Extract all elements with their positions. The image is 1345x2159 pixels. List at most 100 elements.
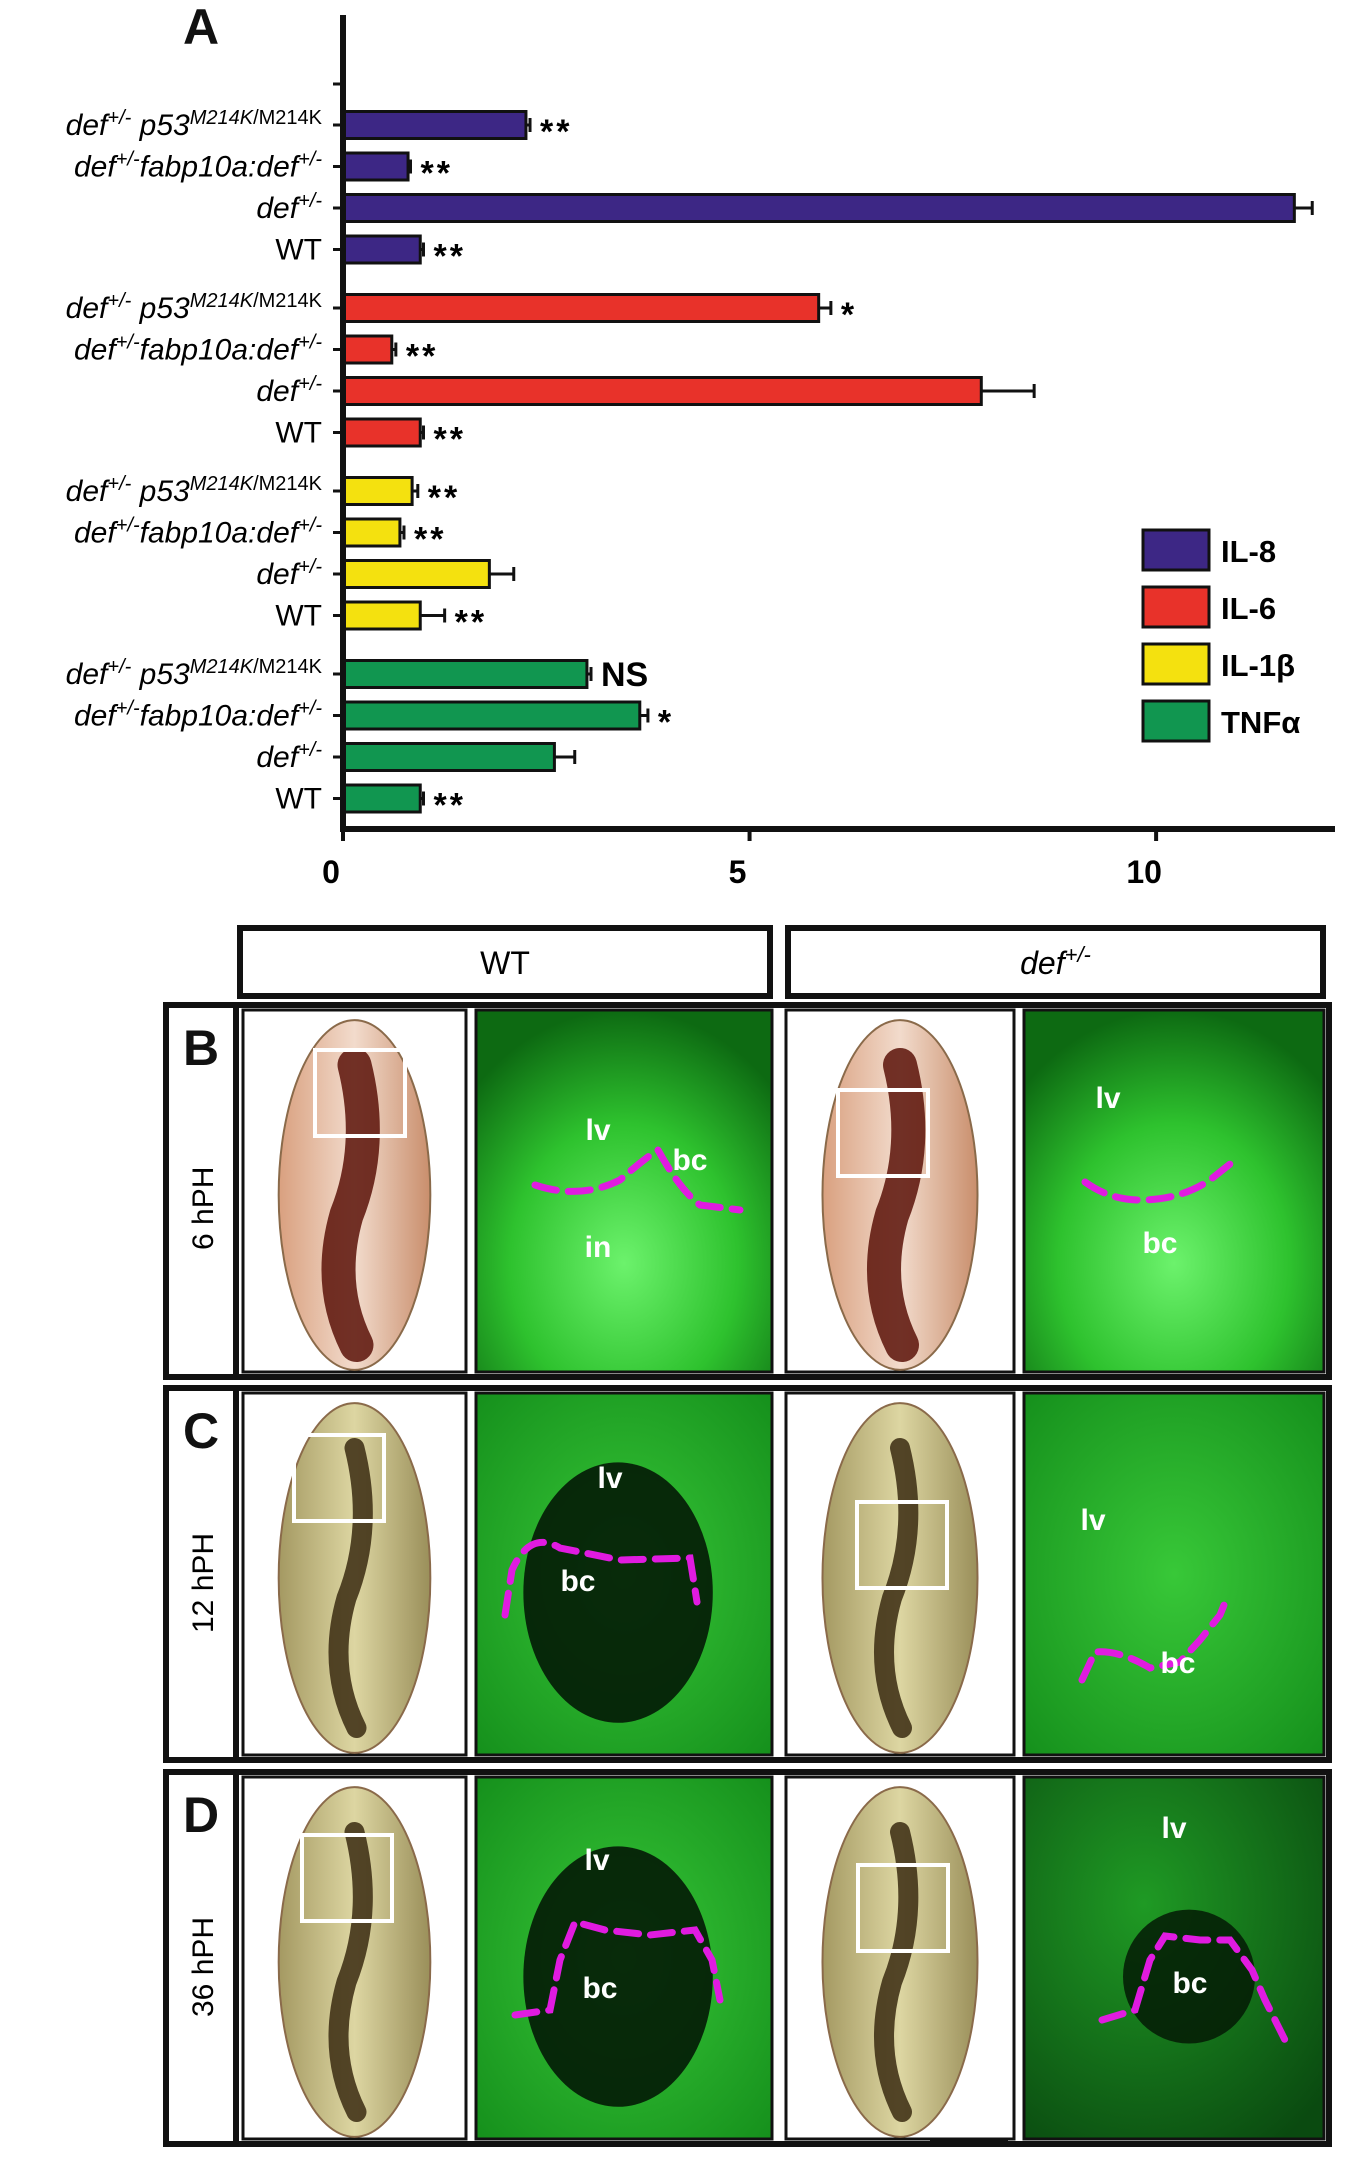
legend-item-il-6: IL-6 xyxy=(1141,585,1276,629)
gut-pigment xyxy=(874,1438,919,1738)
gut-pigment xyxy=(328,1438,373,1738)
panel-letter-c: C xyxy=(183,1403,219,1459)
gut-pigment xyxy=(867,1048,926,1362)
panel-row-c: C 12 hPH lv bc lv bc xyxy=(163,1385,1332,1763)
region-label-intestine: in xyxy=(585,1231,612,1264)
photo-gfp-wt: lv bc in xyxy=(474,1008,774,1374)
bar-tnf-def xyxy=(341,742,577,772)
significance-label: ** xyxy=(433,787,465,825)
photo-larva-wt xyxy=(241,1008,468,1374)
header-box xyxy=(785,925,1326,999)
significance-label: * xyxy=(658,704,674,742)
bar-il-8-def xyxy=(341,193,1314,223)
panel-letter-d: D xyxy=(183,1787,219,1843)
region-label-bile_canal: bc xyxy=(1160,1647,1195,1680)
legend: IL-8 IL-6 IL-1β TNFα xyxy=(1141,528,1300,743)
bars-layer: *****************NS*** xyxy=(341,110,1314,825)
significance-label: ** xyxy=(433,238,465,276)
photo-larva-def xyxy=(784,1391,1016,1757)
bar xyxy=(341,334,394,365)
legend-swatch xyxy=(1141,528,1211,572)
time-label: 6 hPH xyxy=(187,1167,220,1250)
header-box xyxy=(237,925,773,999)
panel-frame xyxy=(163,1769,1332,2147)
boundary-dashed-line xyxy=(531,1145,744,1214)
bar-tnf-def-fabp10a-def: * xyxy=(341,700,674,742)
gfp-image xyxy=(1022,1008,1326,1374)
significance-label: ** xyxy=(406,338,438,376)
legend-swatch xyxy=(1141,699,1211,743)
bar xyxy=(341,600,422,631)
boundary-dashed-line xyxy=(1081,1156,1239,1204)
boundary-dashed-line xyxy=(501,1538,701,1619)
category-label: WT xyxy=(275,234,322,267)
category-label: def+/- xyxy=(256,190,322,225)
panel-row-b: B 6 hPH lv bc in lv bc xyxy=(163,1002,1332,1380)
image-rows: B 6 hPH lv bc in lv bc C 12 hPH lv bc lv bc D 36 hPH lv… xyxy=(163,1002,1332,2147)
bar xyxy=(341,783,422,814)
photo-larva-wt xyxy=(241,1775,468,2141)
bar-il-8-def-p53m214k-m214k: ** xyxy=(341,110,572,151)
significance-label: ** xyxy=(420,155,452,193)
inset-box xyxy=(300,1833,394,1923)
panel-frame xyxy=(163,1385,1332,1763)
bar-il-8-wt: ** xyxy=(341,234,465,276)
bar xyxy=(341,234,422,265)
x-tick-label: 5 xyxy=(729,854,747,890)
category-label: def+/- p53M214K/M214K xyxy=(66,290,323,325)
bar xyxy=(341,659,589,689)
bar xyxy=(341,151,410,182)
significance-label: NS xyxy=(601,656,648,694)
bar xyxy=(341,517,402,548)
boundary-dashed-line xyxy=(1078,1596,1230,1684)
scale-bar xyxy=(930,2139,1008,2145)
category-label: def+/- p53M214K/M214K xyxy=(66,656,323,691)
photo-gfp-wt: lv bc xyxy=(474,1391,774,1757)
region-label-liver: lv xyxy=(584,1844,609,1877)
bar xyxy=(341,700,642,731)
region-label-liver: lv xyxy=(585,1114,610,1147)
category-label: WT xyxy=(275,600,322,633)
legend-swatch xyxy=(1141,585,1211,629)
region-label-bile_canal: bc xyxy=(582,1972,617,2005)
significance-label: ** xyxy=(414,521,446,559)
bar-il-6-def-p53m214k-m214k: * xyxy=(341,293,854,334)
region-label-bile_canal: bc xyxy=(1142,1227,1177,1260)
panel-letter-b: B xyxy=(183,1020,219,1076)
legend-label: TNFα xyxy=(1221,705,1300,740)
inset-box xyxy=(856,1863,950,1953)
gut-pigment xyxy=(328,1822,373,2122)
column-header-def: def+/- xyxy=(785,925,1326,999)
region-label-bile_canal: bc xyxy=(672,1144,707,1177)
category-labels: def+/- p53M214K/M214K def+/-fabp10a:def+/… xyxy=(66,107,323,816)
category-label: def+/-fabp10a:def+/- xyxy=(74,698,322,733)
category-label: def+/- xyxy=(256,373,322,408)
photo-gfp-def: lv bc xyxy=(1022,1391,1326,1757)
panel-letter-a: A xyxy=(183,0,219,55)
region-label-bile_canal: bc xyxy=(560,1565,595,1598)
significance-label: ** xyxy=(428,479,460,517)
bar xyxy=(341,193,1296,223)
category-label: def+/-fabp10a:def+/- xyxy=(74,149,322,184)
category-label: def+/- xyxy=(256,556,322,591)
time-label: 12 hPH xyxy=(187,1533,220,1633)
bar-il-6-def xyxy=(341,376,1036,406)
bile-canal-dark xyxy=(523,1462,713,1723)
region-label-liver: lv xyxy=(1080,1504,1105,1537)
significance-label: ** xyxy=(433,421,465,459)
gut-pigment xyxy=(321,1048,380,1362)
bar xyxy=(341,742,556,772)
category-label: def+/- p53M214K/M214K xyxy=(66,107,323,142)
bile-canal-dark xyxy=(523,1846,713,2107)
legend-label: IL-6 xyxy=(1221,591,1276,626)
category-label: def+/- xyxy=(256,739,322,774)
image-panels: WT def+/- B 6 hPH lv bc in lv bc C 12 hPH lv bc lv bc… xyxy=(163,925,1332,2147)
panel-frame xyxy=(163,1002,1332,1380)
category-label: WT xyxy=(275,783,322,816)
panel-row-d: D 36 hPH lv bc lv bc xyxy=(163,1769,1332,2147)
significance-label: ** xyxy=(540,113,572,151)
header-label: def+/- xyxy=(1020,942,1091,981)
boundary-dashed-line xyxy=(1098,1932,1289,2044)
gfp-image xyxy=(1022,1391,1326,1757)
